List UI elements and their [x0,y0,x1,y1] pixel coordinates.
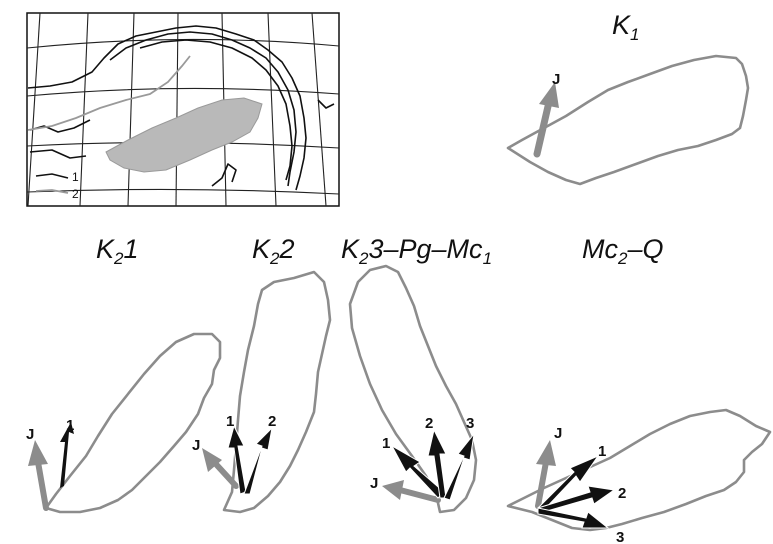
study-area-shaded [105,97,263,173]
block-outline-k1 [506,54,750,186]
legend-label-2: 2 [72,187,79,201]
arrow-label-j-mc2-q: J [554,425,562,442]
arrow-label-1-k2-3-pg-mc1: 1 [382,435,390,452]
inset-map: 1 2 [26,12,340,207]
arrow-2-k2-2 [243,426,273,495]
arrow-label-2-k2-2: 2 [268,413,276,430]
block-outline-mc2-q [506,408,772,532]
coastline-5 [29,149,87,159]
panel-k2-1-title: K21 [96,234,139,268]
coastline-6 [211,163,237,187]
arrow-label-j-k2-1: J [26,426,34,443]
arrow-1-k2-1 [60,422,74,488]
coastline-2 [109,31,297,187]
arrow-label-j-k2-3-pg-mc1: J [370,475,378,492]
arrow-j-k2-1 [28,440,49,511]
coastline-1 [27,25,307,191]
inset-legend: 1 2 [35,170,79,201]
coastline-3 [139,39,293,181]
arrow-label-3-mc2-q: 3 [616,529,624,544]
block-outline-k2-3-pg-mc1 [348,264,478,514]
panel-k2-2-title: K22 [252,234,295,268]
arrow-3-k2-3-pg-mc1 [443,432,475,501]
arrow-label-2-k2-3-pg-mc1: 2 [425,415,433,432]
coastline-7 [317,99,335,109]
panel-k2-3-pg-mc1: K23–Pg–Mc1 J 1 2 3 [341,234,492,514]
arrow-label-3-k2-3-pg-mc1: 3 [466,415,474,432]
arrow-1-k2-2 [227,424,247,495]
arrow-label-j-k2-2: J [192,437,200,454]
arrow-j-mc2-q [535,440,556,509]
arrow-label-1-mc2-q: 1 [598,443,606,460]
panel-k1-title: K1 [612,10,639,44]
arrow-2-k2-3-pg-mc1 [427,428,447,499]
arrow-j-k1 [533,82,559,158]
arrow-3-mc2-q [537,507,610,529]
legend-line-1 [35,173,69,179]
block-outline-k2-2 [222,270,332,514]
arrow-label-1-k2-1: 1 [66,417,74,434]
panel-k1: K1 J [506,10,750,186]
panel-k2-3-pg-mc1-title: K23–Pg–Mc1 [341,234,492,268]
arrow-label-1-k2-2: 1 [226,413,234,430]
legend-line-2 [35,189,69,194]
block-outline-k2-1 [44,332,222,514]
arrow-label-2-mc2-q: 2 [618,485,626,502]
panel-k2-1: K21 J 1 [26,234,222,514]
panel-mc2-q: Mc2–Q J 1 2 3 [506,234,772,544]
legend-label-1: 1 [72,170,79,184]
arrow-j-k2-2 [202,448,239,489]
panel-k2-2: K22 J 1 2 [192,234,332,514]
arrow-j-k2-3-pg-mc1 [382,480,441,503]
panel-mc2-q-title: Mc2–Q [582,234,664,268]
arrow-label-j-k1: J [552,71,560,88]
coastline-gray [27,55,191,131]
